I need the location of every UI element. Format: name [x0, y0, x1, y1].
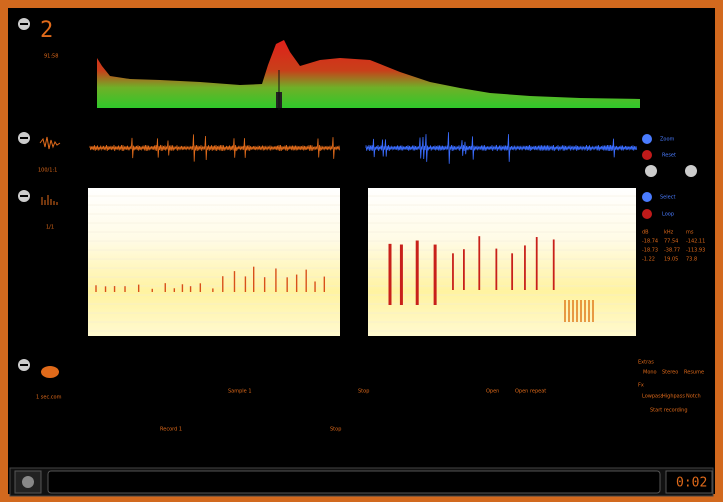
options-title: Extras	[638, 360, 654, 366]
track-label[interactable]: Open	[486, 389, 499, 395]
caption: 1/1	[46, 225, 54, 231]
option[interactable]: Mono	[643, 370, 657, 376]
stat-cell: -1.22	[642, 257, 655, 263]
stat-cell: -142.11	[686, 239, 705, 245]
stat-cell: -38.77	[664, 248, 680, 254]
status-field[interactable]	[48, 471, 660, 493]
track-label[interactable]: Stop	[358, 389, 369, 395]
caption: 91:58	[44, 54, 58, 60]
button-label[interactable]: Loop	[662, 212, 674, 218]
track-label[interactable]: Open repeat	[515, 389, 546, 395]
option[interactable]: Lowpass	[642, 394, 664, 400]
stat-cell: kHz	[664, 230, 674, 236]
stat-cell: -113.93	[686, 248, 705, 254]
spectrogram-left	[88, 188, 340, 336]
caption: 100/1:1	[38, 168, 57, 174]
button-label[interactable]: Zoom	[660, 137, 675, 143]
stat-cell: ms	[686, 230, 694, 236]
app-window: 2 91:58 100/1:1 1/1 1 sec.com Zoom Reset…	[0, 0, 723, 502]
stat-cell: dB	[642, 230, 649, 236]
stat-cell: 77.54	[664, 239, 678, 245]
options-title: Fx	[638, 383, 644, 389]
option[interactable]: Stereo	[662, 370, 678, 376]
option[interactable]: Resume	[684, 370, 704, 376]
stat-cell: 19.05	[664, 257, 678, 263]
counter: 2	[40, 18, 53, 43]
action[interactable]: Start recording	[650, 408, 688, 414]
stat-cell: -18.74	[642, 239, 658, 245]
button-label[interactable]: Reset	[662, 153, 676, 159]
track-label[interactable]: Stop	[330, 427, 341, 433]
stat-cell: -18.73	[642, 248, 658, 254]
stat-cell: 73.8	[686, 257, 697, 263]
time: 0:02	[676, 476, 707, 491]
option[interactable]: Highpass	[662, 394, 685, 400]
button-label[interactable]: Select	[660, 195, 675, 201]
option[interactable]: Notch	[686, 394, 701, 400]
track-label[interactable]: Sample 1	[228, 389, 252, 395]
record-icon[interactable]	[41, 366, 59, 378]
spectrogram-right	[368, 188, 636, 336]
track-label[interactable]: Record 1	[160, 427, 182, 433]
caption: 1 sec.com	[36, 395, 62, 401]
